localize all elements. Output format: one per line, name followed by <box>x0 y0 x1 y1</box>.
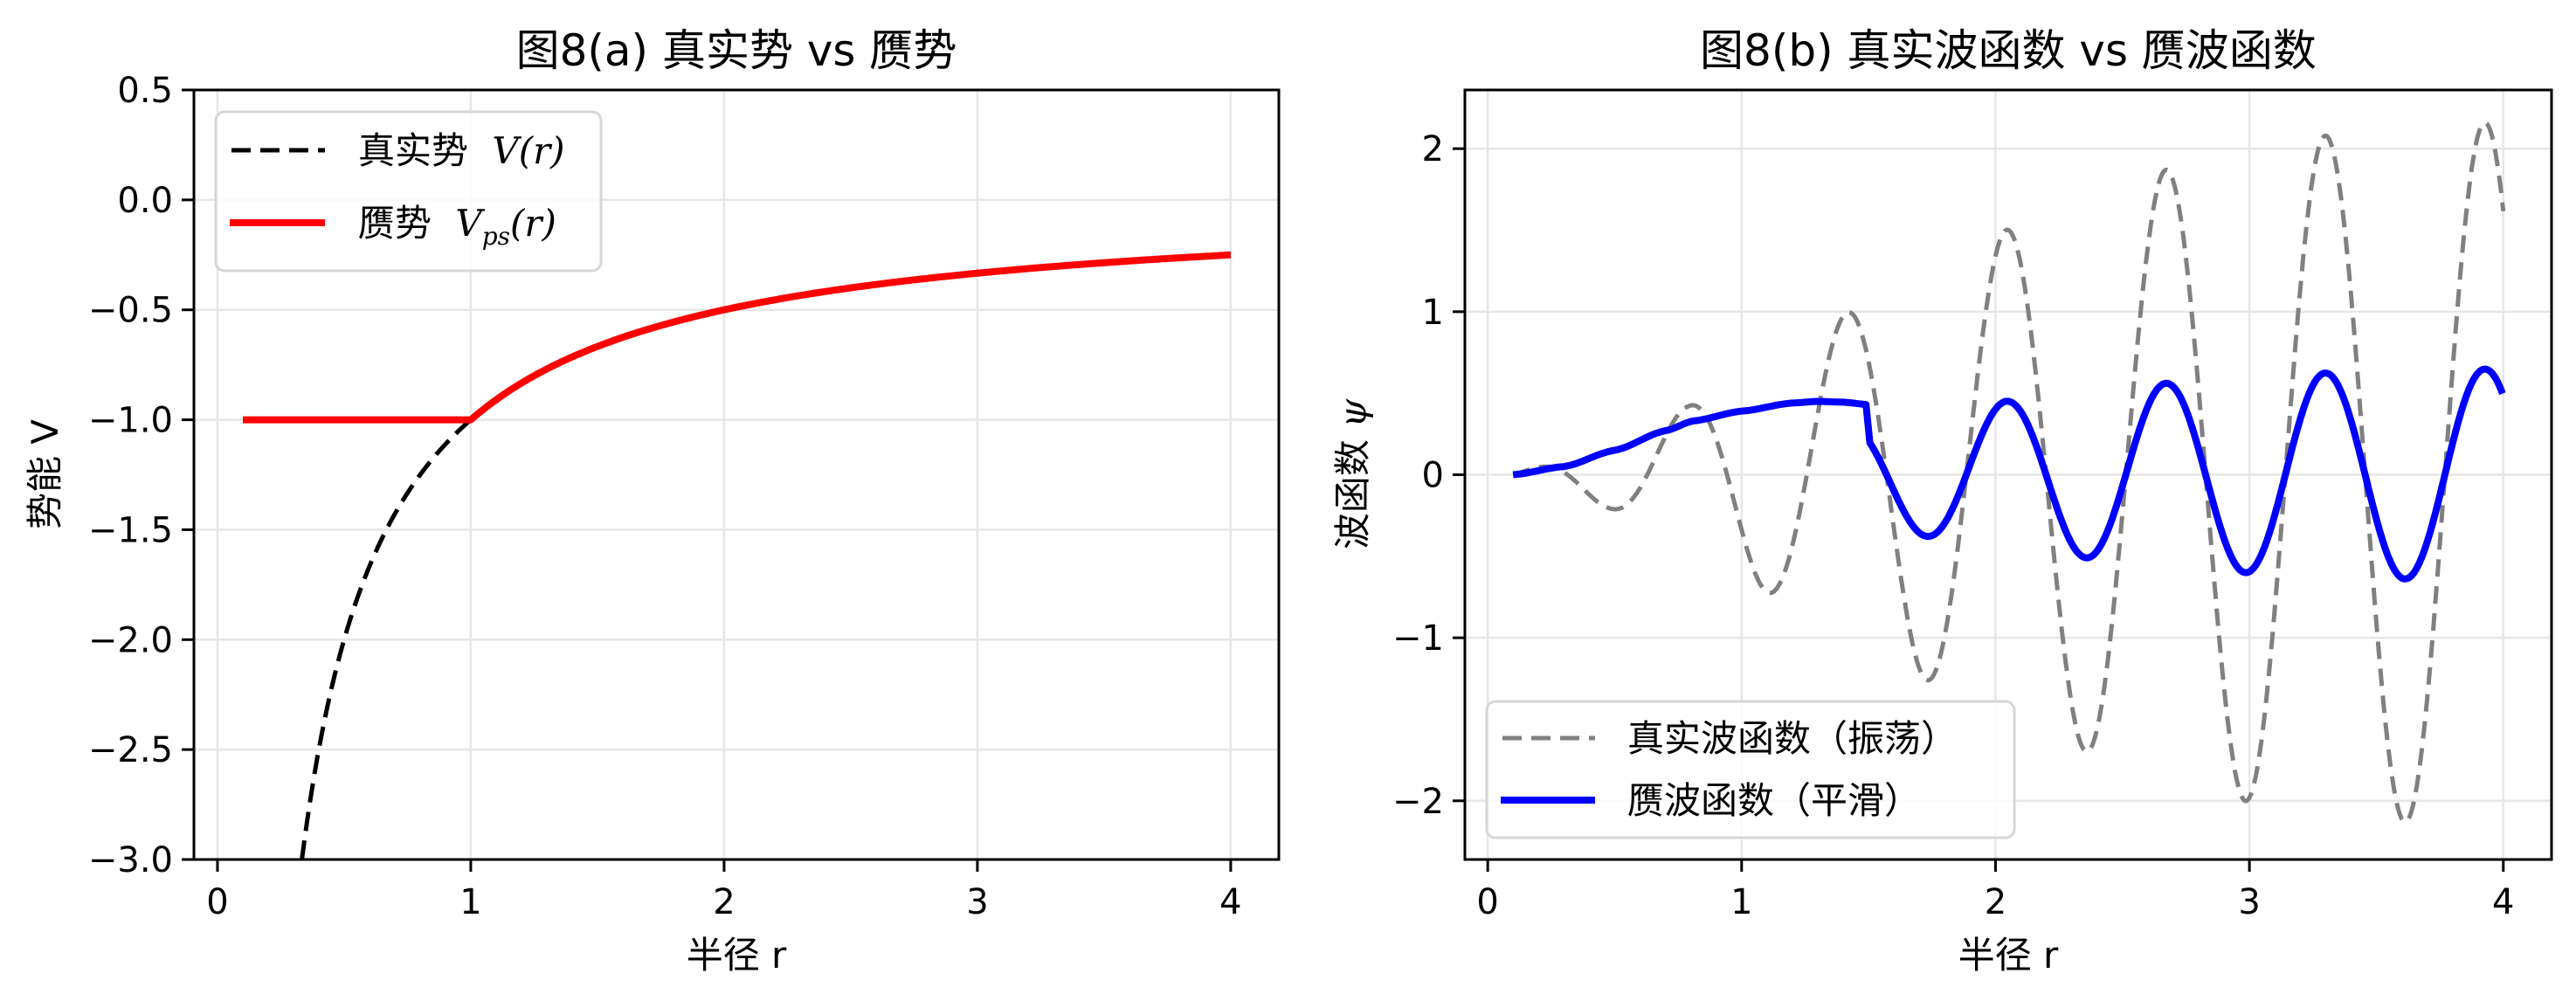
panel-a-ylabel: 势能 V <box>24 419 66 529</box>
panel-a-title: 图8(a) 真实势 vs 赝势 <box>516 25 957 76</box>
legend-label-true-potential: 真实势 V(r) <box>358 129 565 172</box>
curve-pseudo-potential <box>241 251 1232 424</box>
y-tick-label: 0.5 <box>117 71 173 111</box>
x-tick-label: 3 <box>966 882 988 922</box>
y-tick-label: −2.0 <box>88 620 173 660</box>
x-tick-label: 2 <box>713 882 735 922</box>
panel-b-curves <box>1512 120 2506 825</box>
y-tick-label: 2 <box>1422 129 1444 169</box>
panel-a-potential: 图8(a) 真实势 vs 赝势 0 1 2 3 4 0.5 0.0 −0.5 −1.0 −1.5 −… <box>24 25 1281 977</box>
y-tick-label: −3.0 <box>88 840 173 880</box>
x-tick-label: 1 <box>459 882 481 922</box>
curve-true-wavefunction <box>1512 120 2506 825</box>
panel-b-wavefunction: 图8(b) 真实波函数 vs 赝波函数 0 1 2 3 4 2 1 0 −1 −2 半径 r 波函… <box>1331 25 2553 977</box>
legend-label-pseudo-wavefunction: 赝波函数（平滑） <box>1627 779 1921 822</box>
panel-b-xlabel: 半径 r <box>1958 934 2059 977</box>
x-tick-label: 1 <box>1730 882 1752 922</box>
panel-a-legend: 真实势 V(r) 赝势 Vps(r) <box>214 110 603 273</box>
curve-true-potential <box>300 418 473 860</box>
legend-frame <box>214 110 603 273</box>
y-tick-label: −1.0 <box>88 401 173 441</box>
x-tick-label: 3 <box>2238 882 2260 922</box>
legend-label-true-wavefunction: 真实波函数（振荡） <box>1627 717 1958 760</box>
x-tick-label: 0 <box>206 882 228 922</box>
legend-frame <box>1485 700 2016 839</box>
curve-pseudo-wavefunction <box>1512 365 2506 583</box>
y-tick-label: −2 <box>1392 782 1444 822</box>
x-tick-label: 4 <box>1219 882 1241 922</box>
y-tick-label: −2.5 <box>88 730 173 770</box>
panel-a-curves <box>241 251 1232 860</box>
panel-b-ticks: 0 1 2 3 4 2 1 0 −1 −2 <box>1392 129 2514 922</box>
y-tick-label: 0 <box>1422 456 1444 496</box>
panel-b-ylabel-text: 波函数 <box>1331 428 1374 549</box>
panel-b-ylabel: 波函数 ψ <box>1331 398 1374 549</box>
y-tick-label: −0.5 <box>88 291 173 331</box>
y-tick-label: −1 <box>1392 618 1444 659</box>
legend-label-pseudo-potential: 赝势 Vps(r) <box>358 202 556 251</box>
panel-a-ticks: 0 1 2 3 4 0.5 0.0 −0.5 −1.0 −1.5 −2.0 −2.5 −3.0 <box>88 71 1242 922</box>
x-tick-label: 2 <box>1985 882 2006 922</box>
x-tick-label: 0 <box>1476 882 1498 922</box>
panel-a-xlabel: 半径 r <box>687 934 787 977</box>
y-tick-label: −1.5 <box>88 510 173 550</box>
panel-a-frame <box>192 88 1281 861</box>
y-tick-label: 0.0 <box>117 181 173 221</box>
y-tick-label: 1 <box>1422 293 1444 333</box>
x-tick-label: 4 <box>2492 882 2514 922</box>
panel-b-legend: 真实波函数（振荡） 赝波函数（平滑） <box>1485 700 2016 839</box>
panel-b-title: 图8(b) 真实波函数 vs 赝波函数 <box>1700 25 2317 76</box>
